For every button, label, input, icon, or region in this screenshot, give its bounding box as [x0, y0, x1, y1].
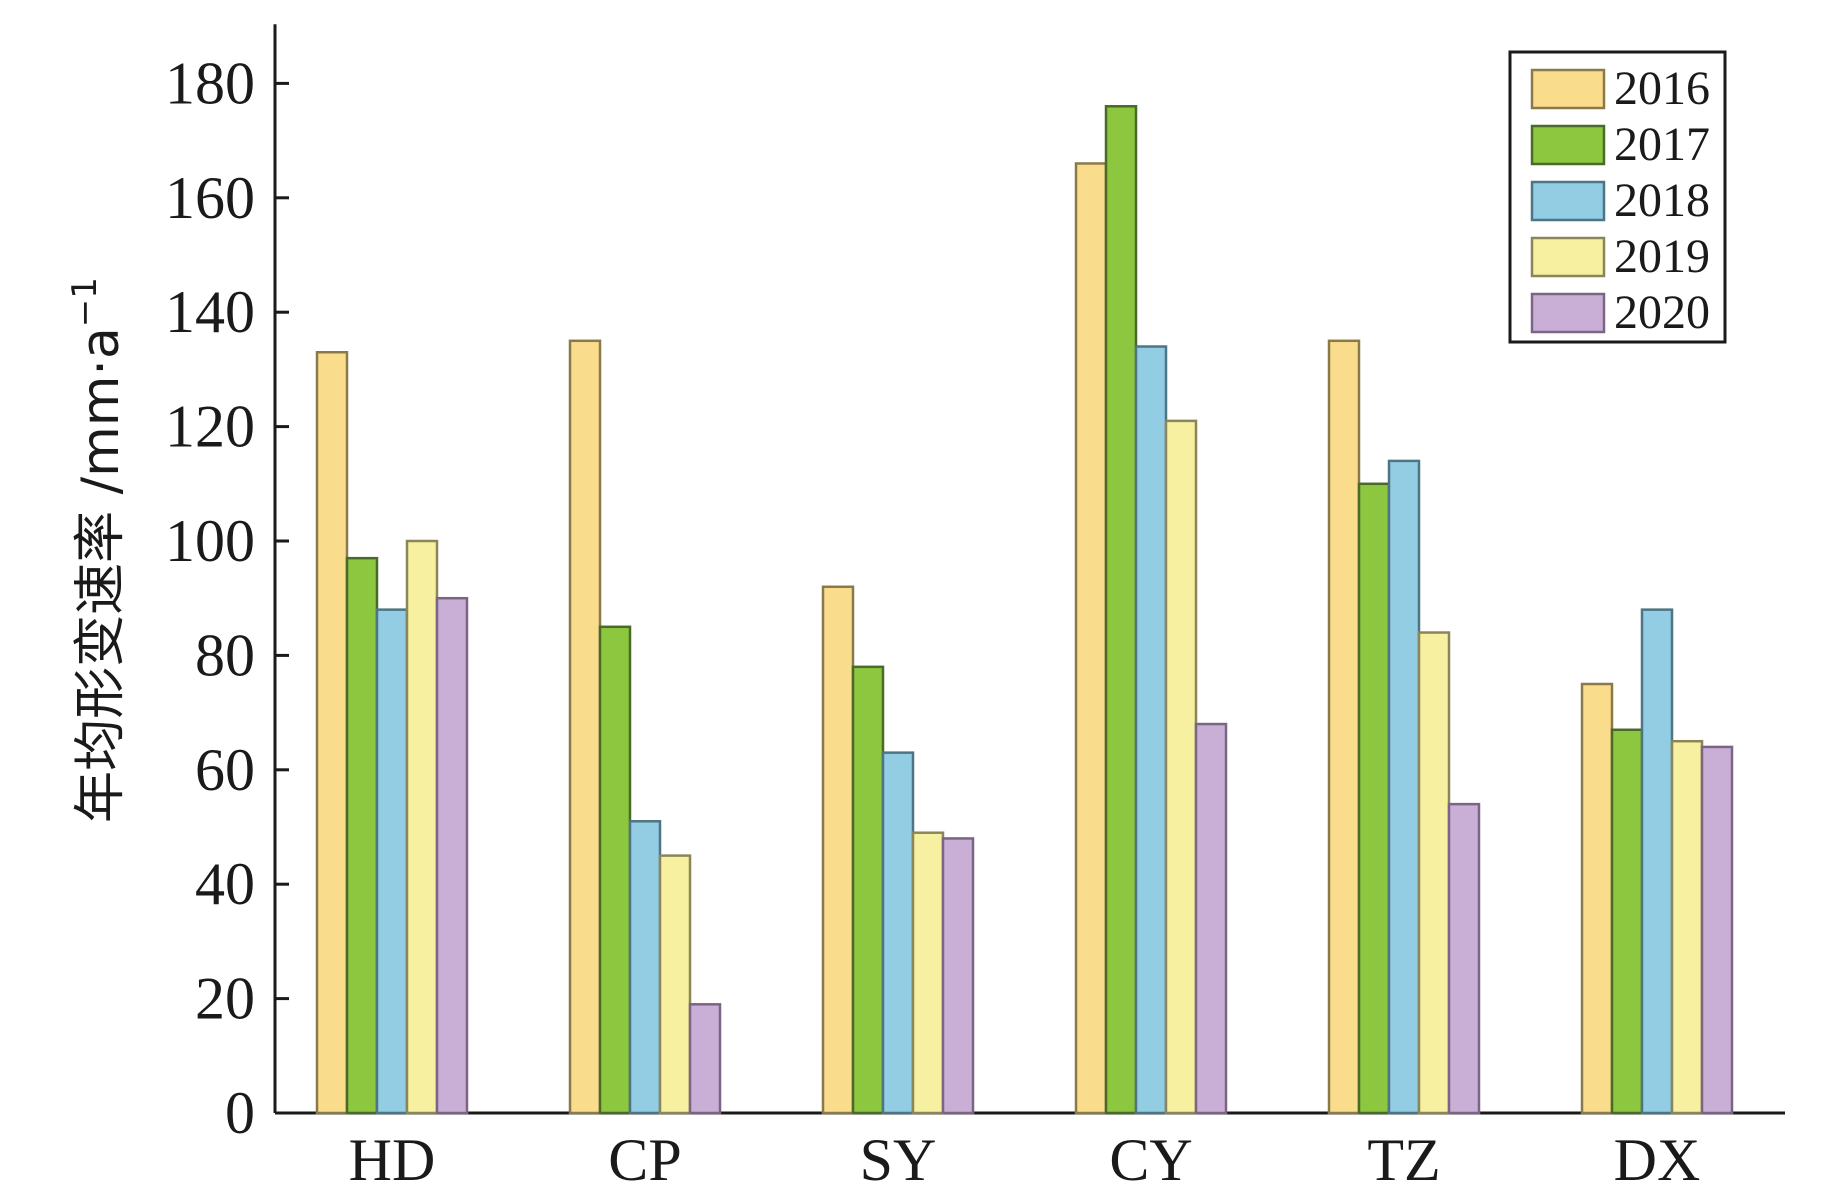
y-tick-label: 100 — [165, 508, 255, 574]
legend-swatch-2018 — [1530, 180, 1606, 222]
bars — [315, 105, 1734, 1115]
bar-cy-2018 — [1134, 345, 1168, 1115]
y-tick-label: 20 — [195, 966, 255, 1032]
bar-tz-2019 — [1417, 631, 1451, 1115]
x-category-label-hd: HD — [349, 1127, 436, 1181]
bar-sy-2020 — [941, 837, 975, 1115]
bar-dx-2018 — [1640, 608, 1674, 1115]
bar-tz-2016 — [1327, 339, 1361, 1115]
axes — [273, 24, 1785, 1115]
bar-hd-2016 — [315, 350, 349, 1115]
y-tick-label: 0 — [225, 1080, 255, 1146]
bar-sy-2016 — [821, 585, 855, 1115]
bar-cp-2019 — [658, 854, 692, 1115]
y-tick-label: 40 — [195, 851, 255, 917]
y-tick-label: 120 — [165, 394, 255, 460]
bar-hd-2020 — [435, 596, 469, 1115]
bar-cy-2016 — [1074, 162, 1108, 1115]
bar-cp-2017 — [598, 625, 632, 1115]
legend-swatch-2019 — [1530, 236, 1606, 278]
bar-cy-2019 — [1164, 419, 1198, 1115]
y-axis-label-main: 年均形变速率 /mm·a — [71, 327, 131, 823]
y-tick-label: 80 — [195, 622, 255, 688]
x-category-label-dx: DX — [1614, 1127, 1701, 1181]
legend-label-2017: 2017 — [1614, 118, 1710, 171]
y-axis-label-superscript: −1 — [65, 277, 105, 327]
bar-sy-2019 — [911, 831, 945, 1115]
x-category-label-tz: TZ — [1367, 1127, 1440, 1181]
bar-hd-2018 — [375, 608, 409, 1115]
bar-hd-2017 — [345, 556, 379, 1115]
bar-dx-2017 — [1610, 728, 1644, 1115]
bar-cp-2018 — [628, 820, 662, 1115]
bar-hd-2019 — [405, 539, 439, 1115]
bar-cp-2020 — [688, 1003, 722, 1115]
legend-label-2018: 2018 — [1614, 174, 1710, 227]
y-tick-label: 60 — [195, 737, 255, 803]
x-category-label-cy: CY — [1109, 1127, 1192, 1181]
legend-swatch-2017 — [1530, 124, 1606, 166]
y-tick-label: 160 — [165, 165, 255, 231]
legend-label-2019: 2019 — [1614, 230, 1710, 283]
bar-tz-2017 — [1357, 482, 1391, 1115]
y-axis-label: 年均形变速率 /mm·a−1 — [65, 277, 131, 823]
bar-cp-2016 — [568, 339, 602, 1115]
legend-swatch-2020 — [1530, 292, 1606, 334]
bar-sy-2018 — [881, 751, 915, 1115]
x-category-label-sy: SY — [860, 1127, 937, 1181]
legend-label-2016: 2016 — [1614, 62, 1710, 115]
legend-swatch-2016 — [1530, 68, 1606, 110]
bar-dx-2019 — [1670, 739, 1704, 1115]
bar-dx-2020 — [1700, 745, 1734, 1115]
bar-tz-2018 — [1387, 459, 1421, 1115]
y-tick-label: 140 — [165, 279, 255, 345]
bar-cy-2020 — [1194, 722, 1228, 1115]
x-category-label-cp: CP — [608, 1127, 681, 1181]
y-ticks: 0 20 40 60 80 100 120 140 160 180 — [165, 50, 289, 1146]
y-axis-title: 年均形变速率 /mm·a−1 — [65, 277, 131, 823]
x-category-labels: HD CP SY CY TZ DX — [349, 1127, 1701, 1181]
legend-label-2020: 2020 — [1614, 286, 1710, 339]
y-tick-label: 180 — [165, 50, 255, 116]
bar-sy-2017 — [851, 665, 885, 1115]
bar-cy-2017 — [1104, 105, 1138, 1115]
bar-tz-2020 — [1447, 802, 1481, 1115]
bar-dx-2016 — [1580, 682, 1614, 1115]
